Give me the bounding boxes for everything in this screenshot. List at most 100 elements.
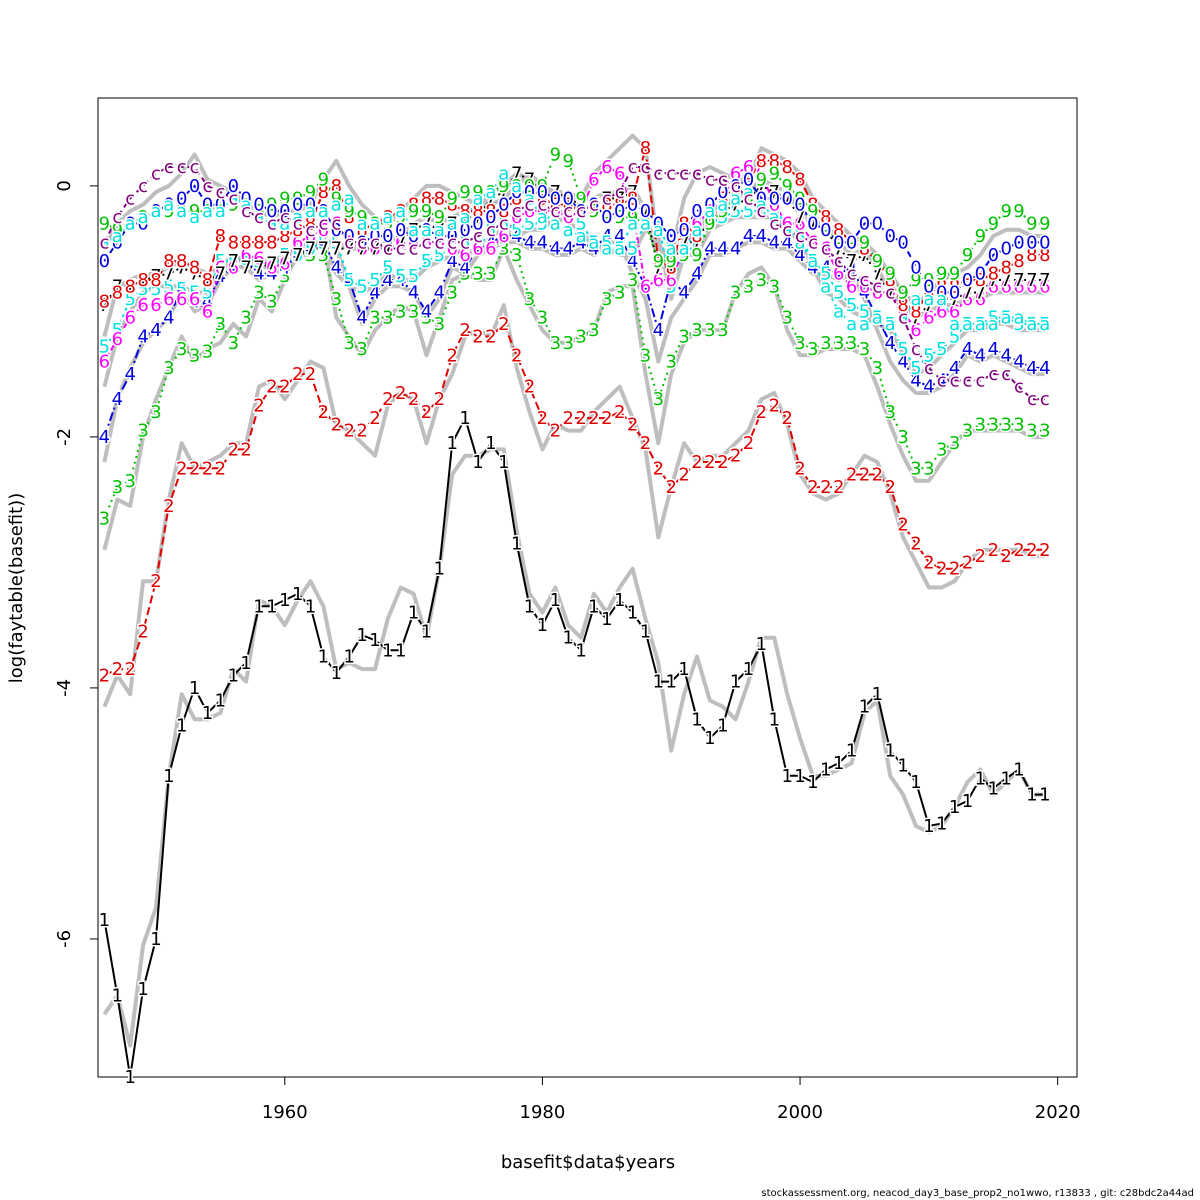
marker-7-1973: 7 <box>446 214 457 235</box>
marker-6-1974: 6 <box>459 245 470 266</box>
marker-1-1968: 1 <box>382 640 393 661</box>
marker-2-1984: 2 <box>588 408 599 429</box>
marker-1-1953: 1 <box>189 678 200 699</box>
x-tick-label-2020: 2020 <box>1035 1102 1081 1123</box>
marker-9-1951: 9 <box>163 201 174 222</box>
marker-3-1966: 3 <box>356 339 367 360</box>
marker-c-1957: c <box>241 201 251 222</box>
marker-9-1973: 9 <box>446 188 457 209</box>
marker-1-1965: 1 <box>343 647 354 668</box>
marker-9-1946: 9 <box>99 214 110 235</box>
marker-8-1989: 8 <box>653 251 664 272</box>
marker-5-1960: 5 <box>279 245 290 266</box>
marker-4-1959: 4 <box>266 264 277 285</box>
marker-6-1960: 6 <box>279 254 290 275</box>
marker-7-1970: 7 <box>408 220 419 241</box>
marker-0-1973: 0 <box>446 226 457 247</box>
marker-c-2006: c <box>872 276 882 297</box>
marker-3-2002: 3 <box>820 333 831 354</box>
marker-3-1971: 3 <box>421 308 432 329</box>
marker-9-2009: 9 <box>910 270 921 291</box>
marker-7-2006: 7 <box>872 264 883 285</box>
marker-6-2010: 6 <box>923 308 934 329</box>
marker-9-1992: 9 <box>691 245 702 266</box>
marker-0-2018: 0 <box>1026 232 1037 253</box>
marker-c-1953: c <box>190 157 200 178</box>
marker-c-2010: c <box>924 358 934 379</box>
marker-7-1977: 7 <box>498 182 509 203</box>
marker-c-1979: c <box>525 195 535 216</box>
marker-0-1984: 0 <box>588 195 599 216</box>
marker-7-2018: 7 <box>1026 270 1037 291</box>
marker-6-2002: 6 <box>820 239 831 260</box>
marker-3-1948: 3 <box>124 471 135 492</box>
marker-4-1952: 4 <box>176 279 187 300</box>
marker-a-1978: a <box>511 176 522 197</box>
y-axis-title: log(faytable(basefit)) <box>6 493 27 683</box>
marker-6-1977: 6 <box>498 226 509 247</box>
marker-6-1978: 6 <box>511 207 522 228</box>
marker-1-1994: 1 <box>717 716 728 737</box>
marker-c-1974: c <box>460 232 470 253</box>
marker-0-1967: 0 <box>369 226 380 247</box>
marker-a-1992: a <box>691 220 702 241</box>
marker-8-1957: 8 <box>240 232 251 253</box>
marker-c-1952: c <box>177 157 187 178</box>
marker-9-1979: 9 <box>524 176 535 197</box>
marker-4-1985: 4 <box>601 226 612 247</box>
marker-0-2003: 0 <box>833 232 844 253</box>
marker-c-1990: c <box>666 163 676 184</box>
marker-4-2000: 4 <box>794 245 805 266</box>
marker-9-2007: 9 <box>884 264 895 285</box>
marker-5-2010: 5 <box>923 345 934 366</box>
series-line-c <box>103 166 1045 401</box>
marker-1-1999: 1 <box>781 766 792 787</box>
marker-8-2012: 8 <box>949 276 960 297</box>
marker-2-1952: 2 <box>176 458 187 479</box>
marker-4-1986: 4 <box>614 226 625 247</box>
marker-4-2002: 4 <box>820 257 831 278</box>
marker-c-1967: c <box>370 232 380 253</box>
marker-3-2019: 3 <box>1039 421 1050 442</box>
marker-9-1999: 9 <box>781 176 792 197</box>
marker-7-1966: 7 <box>356 239 367 260</box>
marker-1-1971: 1 <box>421 621 432 642</box>
marker-5-1976: 5 <box>485 220 496 241</box>
marker-6-1970: 6 <box>408 232 419 253</box>
marker-6-2009: 6 <box>910 320 921 341</box>
marker-c-1963: c <box>318 214 328 235</box>
marker-7-1946: 7 <box>99 295 110 316</box>
marker-6-1955: 6 <box>215 257 226 278</box>
marker-2-2013: 2 <box>962 552 973 573</box>
marker-2-1974: 2 <box>459 320 470 341</box>
marker-2-2018: 2 <box>1026 540 1037 561</box>
marker-5-1947: 5 <box>112 320 123 341</box>
marker-4-1977: 4 <box>498 226 509 247</box>
marker-6-1949: 6 <box>137 295 148 316</box>
marker-3-2018: 3 <box>1026 421 1037 442</box>
series-line-4 <box>103 235 1045 438</box>
marker-7-1985: 7 <box>601 188 612 209</box>
marker-5-1964: 5 <box>331 232 342 253</box>
marker-a-1975: a <box>472 188 483 209</box>
marker-3-1946: 3 <box>99 509 110 530</box>
marker-4-1948: 4 <box>124 364 135 385</box>
marker-9-1965: 9 <box>343 201 354 222</box>
marker-0-2016: 0 <box>1000 239 1011 260</box>
marker-9-2001: 9 <box>807 201 818 222</box>
marker-1-1947: 1 <box>112 985 123 1006</box>
marker-a-2013: a <box>962 314 973 335</box>
marker-a-1980: a <box>537 207 548 228</box>
marker-9-1978: 9 <box>511 176 522 197</box>
marker-4-1962: 4 <box>305 239 316 260</box>
marker-3-1950: 3 <box>150 402 161 423</box>
marker-a-1949: a <box>138 207 149 228</box>
series-line-9 <box>103 153 1045 295</box>
marker-c-1981: c <box>550 201 560 222</box>
marker-9-1947: 9 <box>112 220 123 241</box>
marker-c-1998: c <box>769 214 779 235</box>
marker-5-1969: 5 <box>395 266 406 287</box>
marker-8-1974: 8 <box>459 201 470 222</box>
marker-4-1951: 4 <box>163 308 174 329</box>
marker-6-2006: 6 <box>872 283 883 304</box>
